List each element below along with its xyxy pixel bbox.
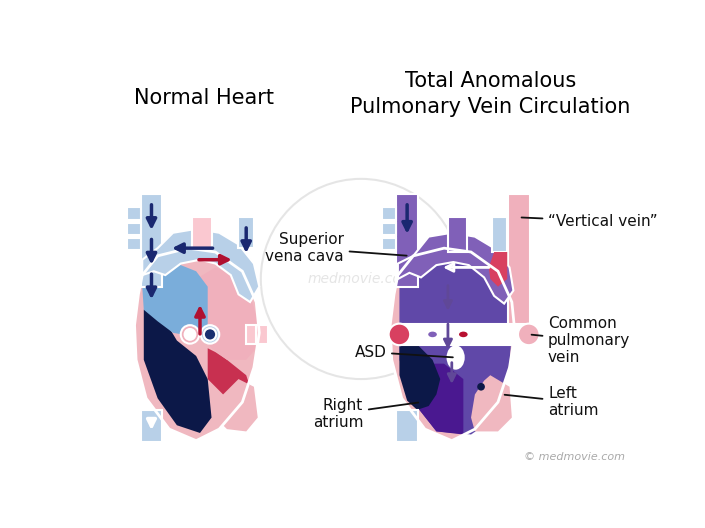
Polygon shape [492,218,507,252]
Polygon shape [246,325,258,344]
Polygon shape [238,218,254,248]
Polygon shape [398,233,513,304]
Polygon shape [471,375,512,431]
Polygon shape [142,263,208,337]
Polygon shape [127,208,141,220]
Text: “Vertical vein”: “Vertical vein” [522,214,658,229]
Polygon shape [400,257,512,435]
Text: Total Anomalous
Pulmonary Vein Circulation: Total Anomalous Pulmonary Vein Circulati… [350,71,630,117]
Text: Normal Heart: Normal Heart [134,88,274,108]
Polygon shape [383,238,396,250]
Polygon shape [383,208,396,220]
Polygon shape [396,410,418,442]
Polygon shape [398,324,530,345]
Polygon shape [142,229,259,302]
Polygon shape [508,194,529,341]
Text: ASD: ASD [355,345,453,360]
Circle shape [185,329,195,340]
Polygon shape [400,341,440,410]
Circle shape [477,383,485,391]
Polygon shape [413,364,463,435]
Polygon shape [390,248,515,441]
Polygon shape [127,238,141,250]
Polygon shape [144,298,212,433]
Polygon shape [256,325,268,344]
Polygon shape [396,194,418,287]
Text: © medmovie.com: © medmovie.com [524,452,625,462]
Ellipse shape [427,331,438,338]
Polygon shape [383,223,396,235]
Polygon shape [135,248,259,441]
Text: Common
pulmonary
vein: Common pulmonary vein [532,316,630,365]
Ellipse shape [453,327,474,341]
Text: Superior
vena cava: Superior vena cava [265,232,407,265]
Ellipse shape [458,331,469,338]
Polygon shape [216,379,258,431]
Polygon shape [448,218,467,252]
Polygon shape [141,194,162,287]
Text: Right
atrium: Right atrium [313,398,418,430]
Polygon shape [208,348,254,418]
Ellipse shape [421,327,444,342]
Polygon shape [489,252,507,287]
Circle shape [388,324,410,345]
Circle shape [180,325,200,344]
Polygon shape [192,218,211,248]
Polygon shape [141,410,162,442]
Polygon shape [127,223,141,235]
Polygon shape [196,267,258,360]
Circle shape [518,324,539,345]
Ellipse shape [448,347,463,369]
Text: medmovie.com: medmovie.com [307,272,415,286]
Circle shape [204,328,216,341]
Circle shape [201,325,219,344]
Text: Left
atrium: Left atrium [505,386,599,418]
